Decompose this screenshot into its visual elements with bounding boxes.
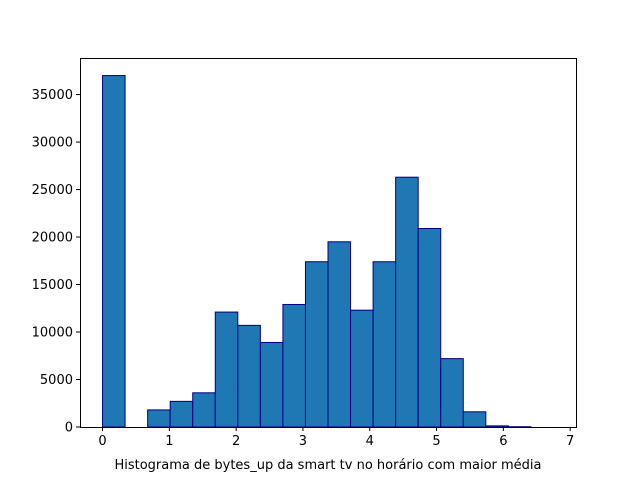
bars-group <box>102 75 532 428</box>
x-tick-label: 3 <box>299 434 307 449</box>
y-tick-label: 10000 <box>32 326 73 341</box>
histogram-bar <box>169 400 194 428</box>
x-tick-label: 6 <box>499 434 507 449</box>
x-tick-label: 1 <box>165 434 173 449</box>
y-tick-label: 35000 <box>32 88 73 103</box>
histogram-bar <box>214 311 239 428</box>
y-tick-label: 5000 <box>40 373 73 388</box>
histogram-bar <box>417 227 442 428</box>
y-ticks-group: 0 5000 10000 15000 20000 25000 30000 35000 <box>32 88 80 436</box>
histogram-bar <box>237 324 261 428</box>
y-tick-label: 30000 <box>32 136 73 151</box>
x-tick-label: 7 <box>566 434 574 449</box>
histogram-bar <box>259 341 284 428</box>
histogram-bar <box>350 309 374 428</box>
histogram-bar <box>485 425 509 428</box>
x-tick-label: 0 <box>98 434 106 449</box>
x-axis-label: Histograma de bytes_up da smart tv no ho… <box>114 458 541 473</box>
plot-frame <box>80 58 577 428</box>
histogram-bar <box>192 392 216 428</box>
x-tick-label: 2 <box>232 434 240 449</box>
histogram-bar <box>147 409 171 428</box>
x-tick-label: 4 <box>366 434 374 449</box>
histogram-bar <box>440 358 464 428</box>
histogram-bar <box>462 411 487 428</box>
x-tick-label: 5 <box>432 434 440 449</box>
histogram-bar <box>304 261 329 428</box>
x-ticks-group: 0 1 2 3 4 5 6 7 <box>98 427 574 449</box>
histogram-bar <box>282 303 306 428</box>
histogram-bar <box>395 176 419 428</box>
y-tick-label: 20000 <box>32 231 73 246</box>
histogram-bar <box>372 261 397 428</box>
histogram-bar <box>327 241 352 428</box>
y-tick-label: 25000 <box>32 183 73 198</box>
y-tick-label: 15000 <box>32 278 73 293</box>
histogram-bar <box>102 75 126 428</box>
y-tick-label: 0 <box>65 421 73 436</box>
